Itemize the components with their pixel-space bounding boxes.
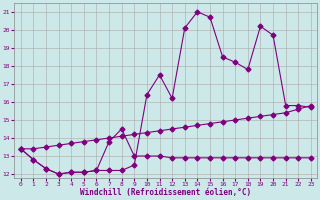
X-axis label: Windchill (Refroidissement éolien,°C): Windchill (Refroidissement éolien,°C) <box>80 188 252 197</box>
